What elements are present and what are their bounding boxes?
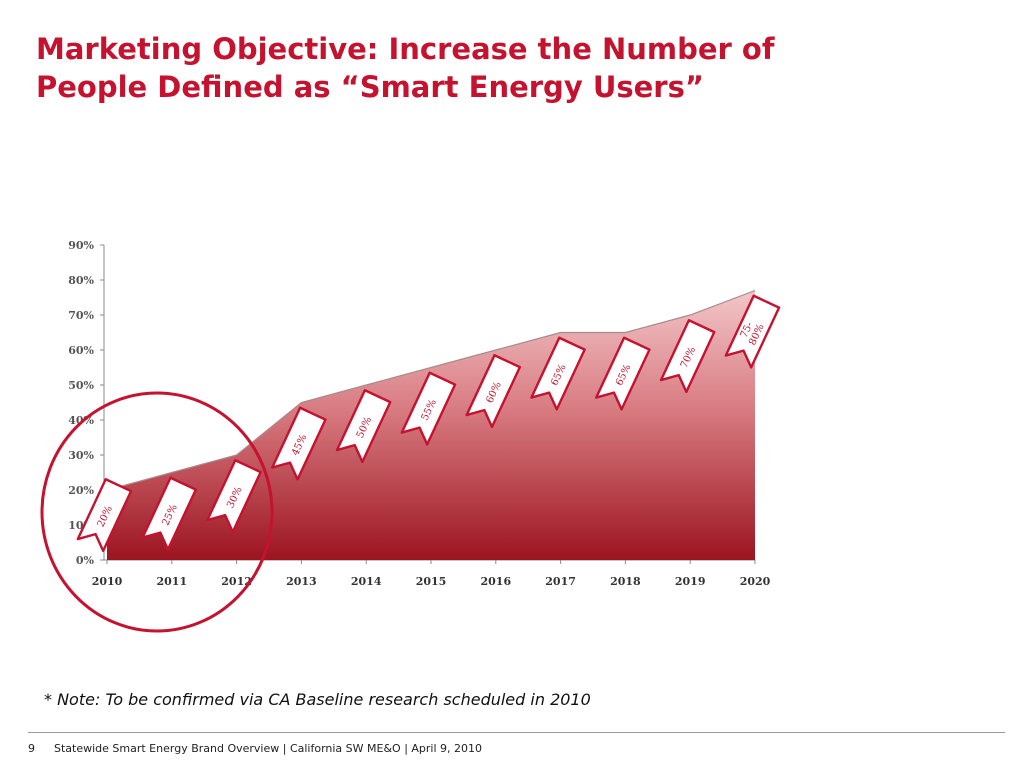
y-tick-label: 70% [68, 309, 94, 322]
area-top-line [106, 289, 756, 491]
x-tick-label: 2018 [610, 575, 641, 588]
flag-shape [659, 319, 716, 394]
data-label-flag: 25% [141, 476, 198, 551]
x-tick-label: 2016 [480, 575, 511, 588]
data-label-flag: 65% [530, 336, 586, 411]
y-tick-label: 50% [68, 379, 94, 392]
flag-shape [76, 478, 133, 553]
flag-shape [594, 336, 651, 411]
x-tick-label: 2017 [545, 575, 576, 588]
y-tick-label: 0% [76, 554, 95, 567]
highlight-circle [40, 391, 274, 633]
data-label-flag: 30% [206, 459, 262, 534]
page-number: 9 [28, 742, 35, 755]
y-tick-label: 20% [68, 484, 94, 497]
y-tick-label: 60% [68, 344, 94, 357]
flag-shape [465, 354, 522, 429]
flag-shape [530, 336, 586, 411]
flag-shape [270, 406, 327, 481]
data-label-flag: 55% [400, 371, 457, 446]
x-tick-label: 2015 [416, 575, 447, 588]
slide-title-line-2: People Defined as “Smart Energy Users” [36, 70, 704, 104]
footer-divider [28, 732, 1005, 733]
y-tick-label: 80% [68, 274, 94, 287]
flag-shape [724, 294, 781, 369]
x-tick-label: 2014 [351, 575, 382, 588]
x-tick-label: 2012 [221, 575, 252, 588]
flag-shape [141, 476, 198, 551]
research-note: * Note: To be confirmed via CA Baseline … [44, 690, 591, 709]
footer: 9 Statewide Smart Energy Brand Overview |… [28, 742, 482, 755]
data-label-flag: 75-80% [724, 294, 781, 369]
footer-text: Statewide Smart Energy Brand Overview | … [54, 742, 483, 755]
x-tick-label: 2020 [740, 575, 771, 588]
y-tick-label: 30% [68, 449, 94, 462]
data-label-flag: 65% [594, 336, 651, 411]
data-label-flag: 70% [659, 319, 716, 394]
slide-title: Marketing Objective: Increase the Number… [36, 30, 936, 106]
flag-shape [335, 389, 392, 464]
data-label-flag: 20% [76, 478, 133, 553]
x-tick-label: 2019 [675, 575, 706, 588]
y-tick-label: 90% [68, 239, 94, 252]
data-label-flag: 45% [270, 406, 327, 481]
slide-title-line-1: Marketing Objective: Increase the Number… [36, 32, 775, 66]
x-tick-label: 2011 [156, 575, 187, 588]
flag-shape [206, 459, 262, 534]
data-label-flag: 60% [465, 354, 522, 429]
x-tick-label: 2010 [92, 575, 123, 588]
x-tick-label: 2013 [286, 575, 317, 588]
flag-shape [400, 371, 457, 446]
data-label-flag: 50% [335, 389, 392, 464]
